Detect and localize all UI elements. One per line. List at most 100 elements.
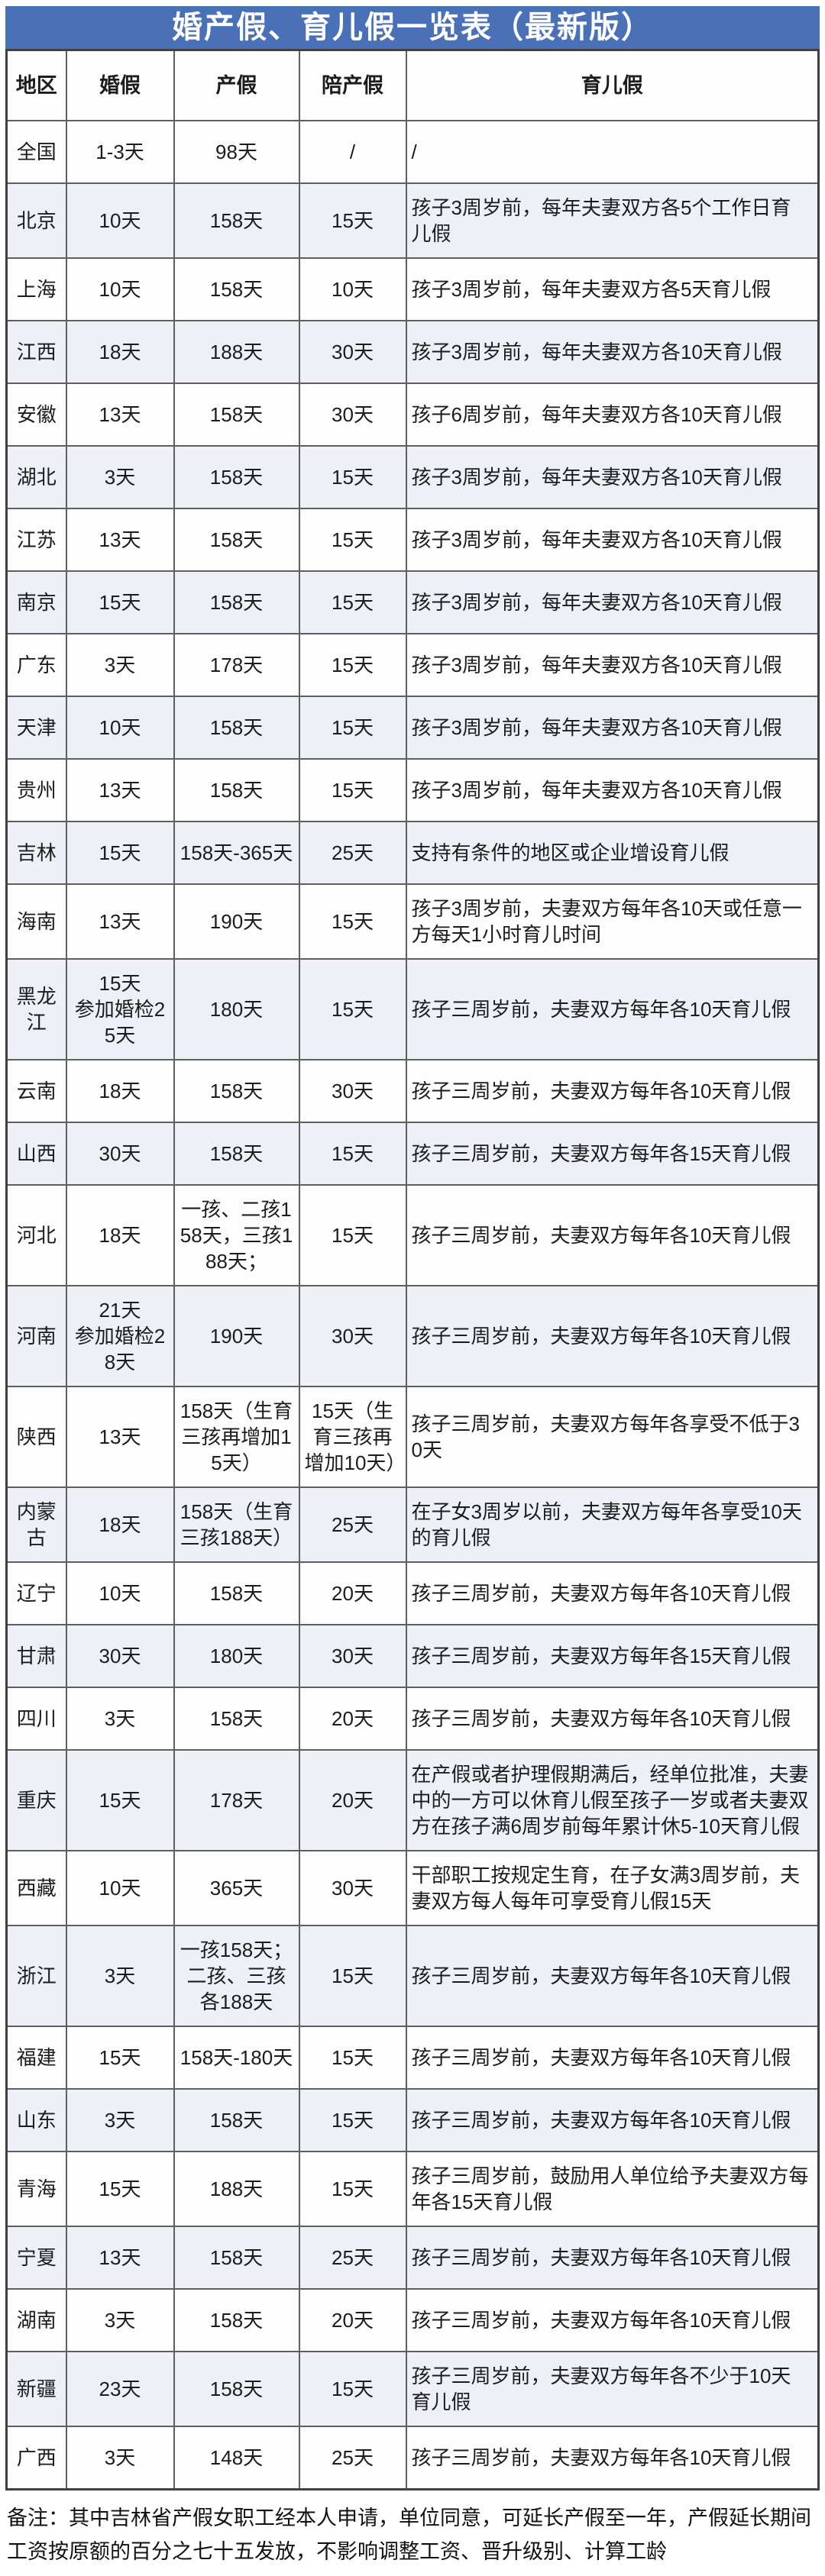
marriage-leave-cell: 3天 [65, 1687, 175, 1751]
marriage-leave-cell: 30天 [65, 1122, 175, 1186]
table-row: 新疆 23天 158天 15天 孩子三周岁前，夫妻双方每年各不少于10天育儿假 [5, 2351, 820, 2427]
region-cell: 新疆 [5, 2351, 67, 2427]
parental-leave-cell: 孩子3周岁前，每年夫妻双方各5个工作日育儿假 [405, 182, 820, 259]
region-cell: 湖南 [5, 2288, 67, 2352]
region-cell: 上海 [5, 257, 67, 321]
region-cell: 浙江 [5, 1925, 67, 2027]
maternity-leave-cell: 180天 [173, 1624, 300, 1688]
maternity-leave-cell: 一孩158天；二孩、三孩各188天 [173, 1925, 300, 2027]
marriage-leave-cell: 3天 [65, 1925, 175, 2027]
maternity-leave-cell: 158天 [173, 758, 300, 822]
parental-leave-cell: 孩子三周岁前，夫妻双方每年各10天育儿假 [405, 2088, 820, 2152]
marriage-leave-cell: 18天 [65, 1487, 175, 1563]
marriage-leave-cell: 10天 [65, 257, 175, 321]
parental-leave-cell: 孩子三周岁前，夫妻双方每年各15天育儿假 [405, 1624, 820, 1688]
column-header-region: 地区 [5, 49, 67, 121]
parental-leave-cell: 孩子三周岁前，夫妻双方每年各10天育儿假 [405, 1925, 820, 2027]
marriage-leave-cell: 15天 [65, 2026, 175, 2090]
marriage-leave-cell: 1-3天 [65, 120, 175, 184]
maternity-leave-cell: 158天 [173, 1687, 300, 1751]
paternity-leave-cell: 15天 [298, 2088, 407, 2152]
paternity-leave-cell: 30天 [298, 1624, 407, 1688]
table-row: 广西 3天 148天 25天 孩子三周岁前，夫妻双方每年各10天育儿假 [5, 2426, 820, 2490]
paternity-leave-cell: 15天 [298, 1122, 407, 1186]
parental-leave-cell: 孩子三周岁前，夫妻双方每年各10天育儿假 [405, 2026, 820, 2090]
maternity-leave-cell: 158天 [173, 508, 300, 572]
region-cell: 吉林 [5, 821, 67, 885]
maternity-leave-cell: 158天（生育三孩再增加15天） [173, 1386, 300, 1488]
region-cell: 广东 [5, 633, 67, 697]
marriage-leave-cell: 15天 参加婚检25天 [65, 958, 175, 1060]
marriage-leave-cell: 13天 [65, 383, 175, 447]
marriage-leave-cell: 10天 [65, 182, 175, 259]
table-row: 甘肃 30天 180天 30天 孩子三周岁前，夫妻双方每年各15天育儿假 [5, 1624, 820, 1688]
marriage-leave-cell: 21天 参加婚检28天 [65, 1285, 175, 1387]
marriage-leave-cell: 13天 [65, 758, 175, 822]
parental-leave-cell: 孩子三周岁前，鼓励用人单位给予夫妻双方每年各15天育儿假 [405, 2151, 820, 2227]
region-cell: 西藏 [5, 1850, 67, 1926]
table-row: 贵州 13天 158天 15天 孩子3周岁前，每年夫妻双方各10天育儿假 [5, 758, 820, 822]
parental-leave-cell: 孩子三周岁前，夫妻双方每年各10天育儿假 [405, 1687, 820, 1751]
parental-leave-cell: 孩子3周岁前，每年夫妻双方各10天育儿假 [405, 696, 820, 760]
maternity-leave-cell: 158天 [173, 2088, 300, 2152]
region-cell: 河南 [5, 1285, 67, 1387]
paternity-leave-cell: 30天 [298, 1059, 407, 1123]
marriage-leave-cell: 10天 [65, 1850, 175, 1926]
maternity-leave-cell: 158天-180天 [173, 2026, 300, 2090]
paternity-leave-cell: 15天 [298, 958, 407, 1060]
table-row: 宁夏 13天 158天 25天 孩子三周岁前，夫妻双方每年各10天育儿假 [5, 2226, 820, 2290]
region-cell: 云南 [5, 1059, 67, 1123]
region-cell: 宁夏 [5, 2226, 67, 2290]
table-row: 江苏 13天 158天 15天 孩子3周岁前，每年夫妻双方各10天育儿假 [5, 508, 820, 572]
parental-leave-cell: 孩子三周岁前，夫妻双方每年各15天育儿假 [405, 1122, 820, 1186]
column-header-maternity-leave: 产假 [173, 49, 300, 121]
marriage-leave-cell: 15天 [65, 1749, 175, 1851]
region-cell: 海南 [5, 883, 67, 960]
paternity-leave-cell: 15天 [298, 633, 407, 697]
region-cell: 贵州 [5, 758, 67, 822]
paternity-leave-cell: 15天 [298, 758, 407, 822]
maternity-leave-cell: 一孩、二孩158天，三孩188天； [173, 1184, 300, 1286]
marriage-leave-cell: 18天 [65, 1184, 175, 1286]
region-cell: 黑龙江 [5, 958, 67, 1060]
parental-leave-cell: 孩子三周岁前，夫妻双方每年各10天育儿假 [405, 2288, 820, 2352]
maternity-leave-cell: 148天 [173, 2426, 300, 2490]
parental-leave-cell: 孩子三周岁前，夫妻双方每年各10天育儿假 [405, 1285, 820, 1387]
marriage-leave-cell: 3天 [65, 633, 175, 697]
region-cell: 广西 [5, 2426, 67, 2490]
paternity-leave-cell: 20天 [298, 1561, 407, 1625]
table-row: 内蒙古 18天 158天（生育三孩188天） 25天 在子女3周岁以前，夫妻双方… [5, 1487, 820, 1563]
maternity-leave-cell: 188天 [173, 320, 300, 384]
table-row: 上海 10天 158天 10天 孩子3周岁前，每年夫妻双方各5天育儿假 [5, 257, 820, 321]
maternity-leave-cell: 158天 [173, 1059, 300, 1123]
region-cell: 安徽 [5, 383, 67, 447]
paternity-leave-cell: 15天 [298, 2151, 407, 2227]
maternity-leave-cell: 158天 [173, 383, 300, 447]
table-header: 地区 婚假 产假 陪产假 育儿假 [5, 49, 820, 121]
maternity-leave-cell: 178天 [173, 633, 300, 697]
paternity-leave-cell: 20天 [298, 1749, 407, 1851]
paternity-leave-cell: 10天 [298, 257, 407, 321]
maternity-leave-cell: 98天 [173, 120, 300, 184]
region-cell: 南京 [5, 570, 67, 634]
parental-leave-cell: 孩子3周岁前，每年夫妻双方各10天育儿假 [405, 445, 820, 509]
maternity-leave-cell: 158天 [173, 2288, 300, 2352]
marriage-leave-cell: 18天 [65, 1059, 175, 1123]
maternity-leave-cell: 158天 [173, 696, 300, 760]
region-cell: 江苏 [5, 508, 67, 572]
column-header-marriage-leave: 婚假 [65, 49, 175, 121]
region-cell: 福建 [5, 2026, 67, 2090]
paternity-leave-cell: 15天 [298, 2026, 407, 2090]
parental-leave-cell: 孩子3周岁前，每年夫妻双方各10天育儿假 [405, 320, 820, 384]
region-cell: 山东 [5, 2088, 67, 2152]
paternity-leave-cell: / [298, 120, 407, 184]
table-row: 湖北 3天 158天 15天 孩子3周岁前，每年夫妻双方各10天育儿假 [5, 445, 820, 509]
table-row: 江西 18天 188天 30天 孩子3周岁前，每年夫妻双方各10天育儿假 [5, 320, 820, 384]
maternity-leave-cell: 158天 [173, 1122, 300, 1186]
table-row: 海南 13天 190天 15天 孩子3周岁前，夫妻双方每年各10天或任意一方每天… [5, 883, 820, 960]
table-row: 山西 30天 158天 15天 孩子三周岁前，夫妻双方每年各15天育儿假 [5, 1122, 820, 1186]
table-row: 辽宁 10天 158天 20天 孩子三周岁前，夫妻双方每年各10天育儿假 [5, 1561, 820, 1625]
maternity-leave-cell: 158天（生育三孩188天） [173, 1487, 300, 1563]
table-row: 全国 1-3天 98天 / / [5, 120, 820, 184]
parental-leave-cell: 孩子3周岁前，每年夫妻双方各5天育儿假 [405, 257, 820, 321]
